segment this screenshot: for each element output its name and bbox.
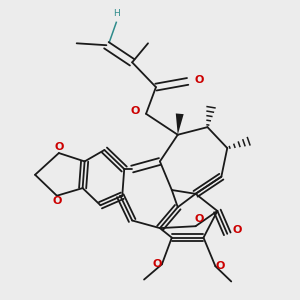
Polygon shape [176,113,184,135]
Text: O: O [232,225,242,235]
Text: H: H [113,9,120,18]
Text: O: O [215,261,225,271]
Text: O: O [152,259,162,269]
Text: O: O [55,142,64,152]
Text: O: O [195,214,204,224]
Text: O: O [53,196,62,206]
Text: O: O [130,106,140,116]
Text: O: O [194,74,203,85]
